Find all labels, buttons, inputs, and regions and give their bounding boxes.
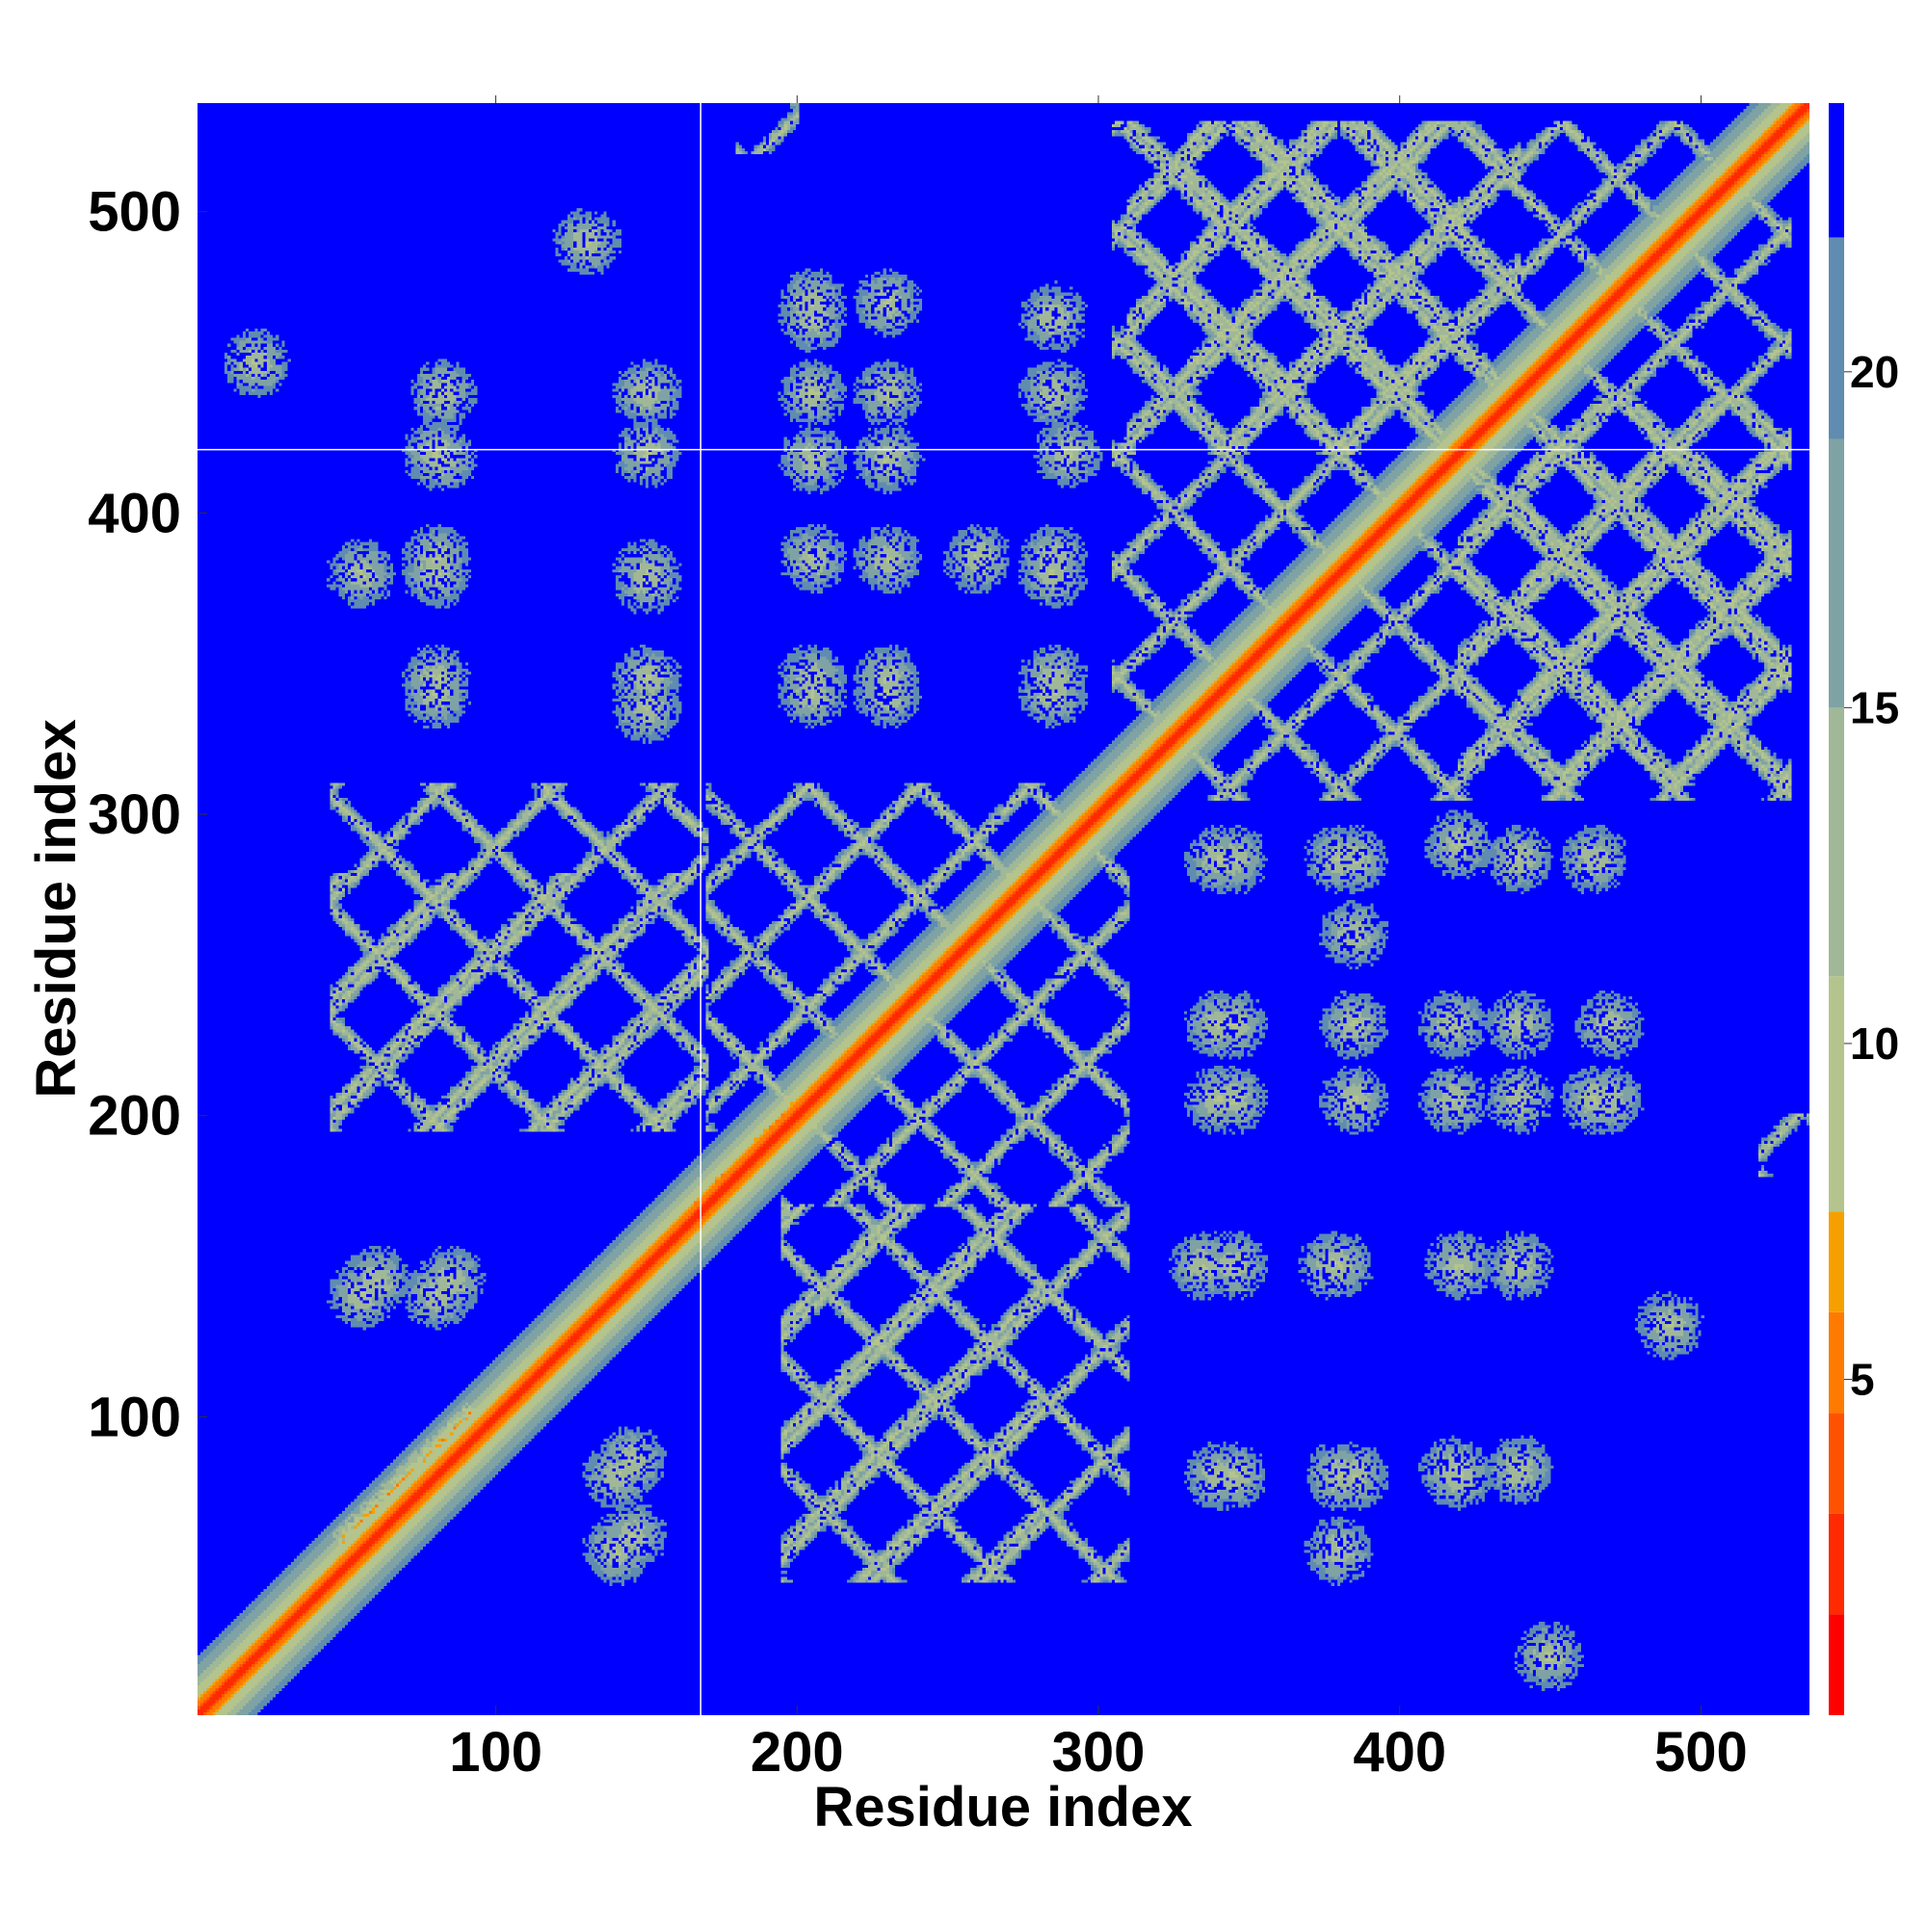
colorbar-segment	[1829, 1211, 1844, 1312]
x-tick-label: 400	[1353, 1721, 1446, 1784]
domain-boundaries	[198, 103, 1809, 1715]
colorbar-tick-label: 5	[1850, 1354, 1875, 1404]
x-tick-label: 200	[751, 1721, 844, 1784]
y-tick-label: 400	[88, 482, 181, 544]
x-tick-label: 500	[1654, 1721, 1748, 1784]
x-axis-title: Residue index	[813, 1776, 1192, 1839]
y-tick-label: 300	[88, 783, 181, 846]
colorbar-segment	[1829, 976, 1844, 1212]
colorbar-tick-label: 10	[1850, 1019, 1899, 1069]
colorbar-segment	[1829, 1513, 1844, 1615]
y-tick-label: 100	[88, 1386, 181, 1448]
colorbar: 5 10 15 20	[1829, 103, 1899, 1715]
colorbar-segment	[1829, 237, 1844, 439]
colorbar-segment	[1829, 103, 1844, 238]
colorbar-tick-label: 20	[1850, 347, 1899, 397]
y-tick-label: 500	[88, 181, 181, 244]
colorbar-segment	[1829, 707, 1844, 977]
colorbar-segment	[1829, 438, 1844, 708]
colorbar-segment	[1829, 1311, 1844, 1414]
colorbar-tick-label: 15	[1850, 682, 1899, 732]
y-axis-title: Residue index	[25, 719, 88, 1098]
axes: 100 200 300 400 500 100 200 300 400 500	[88, 95, 1748, 1784]
x-tick-label: 100	[449, 1721, 542, 1784]
heatmap-plot-area	[198, 103, 1809, 1715]
colorbar-segment	[1829, 1413, 1844, 1514]
colorbar-segment	[1829, 1614, 1844, 1715]
y-tick-label: 200	[88, 1085, 181, 1148]
x-tick-label: 300	[1052, 1721, 1146, 1784]
heatmap-cells	[198, 103, 1809, 1715]
